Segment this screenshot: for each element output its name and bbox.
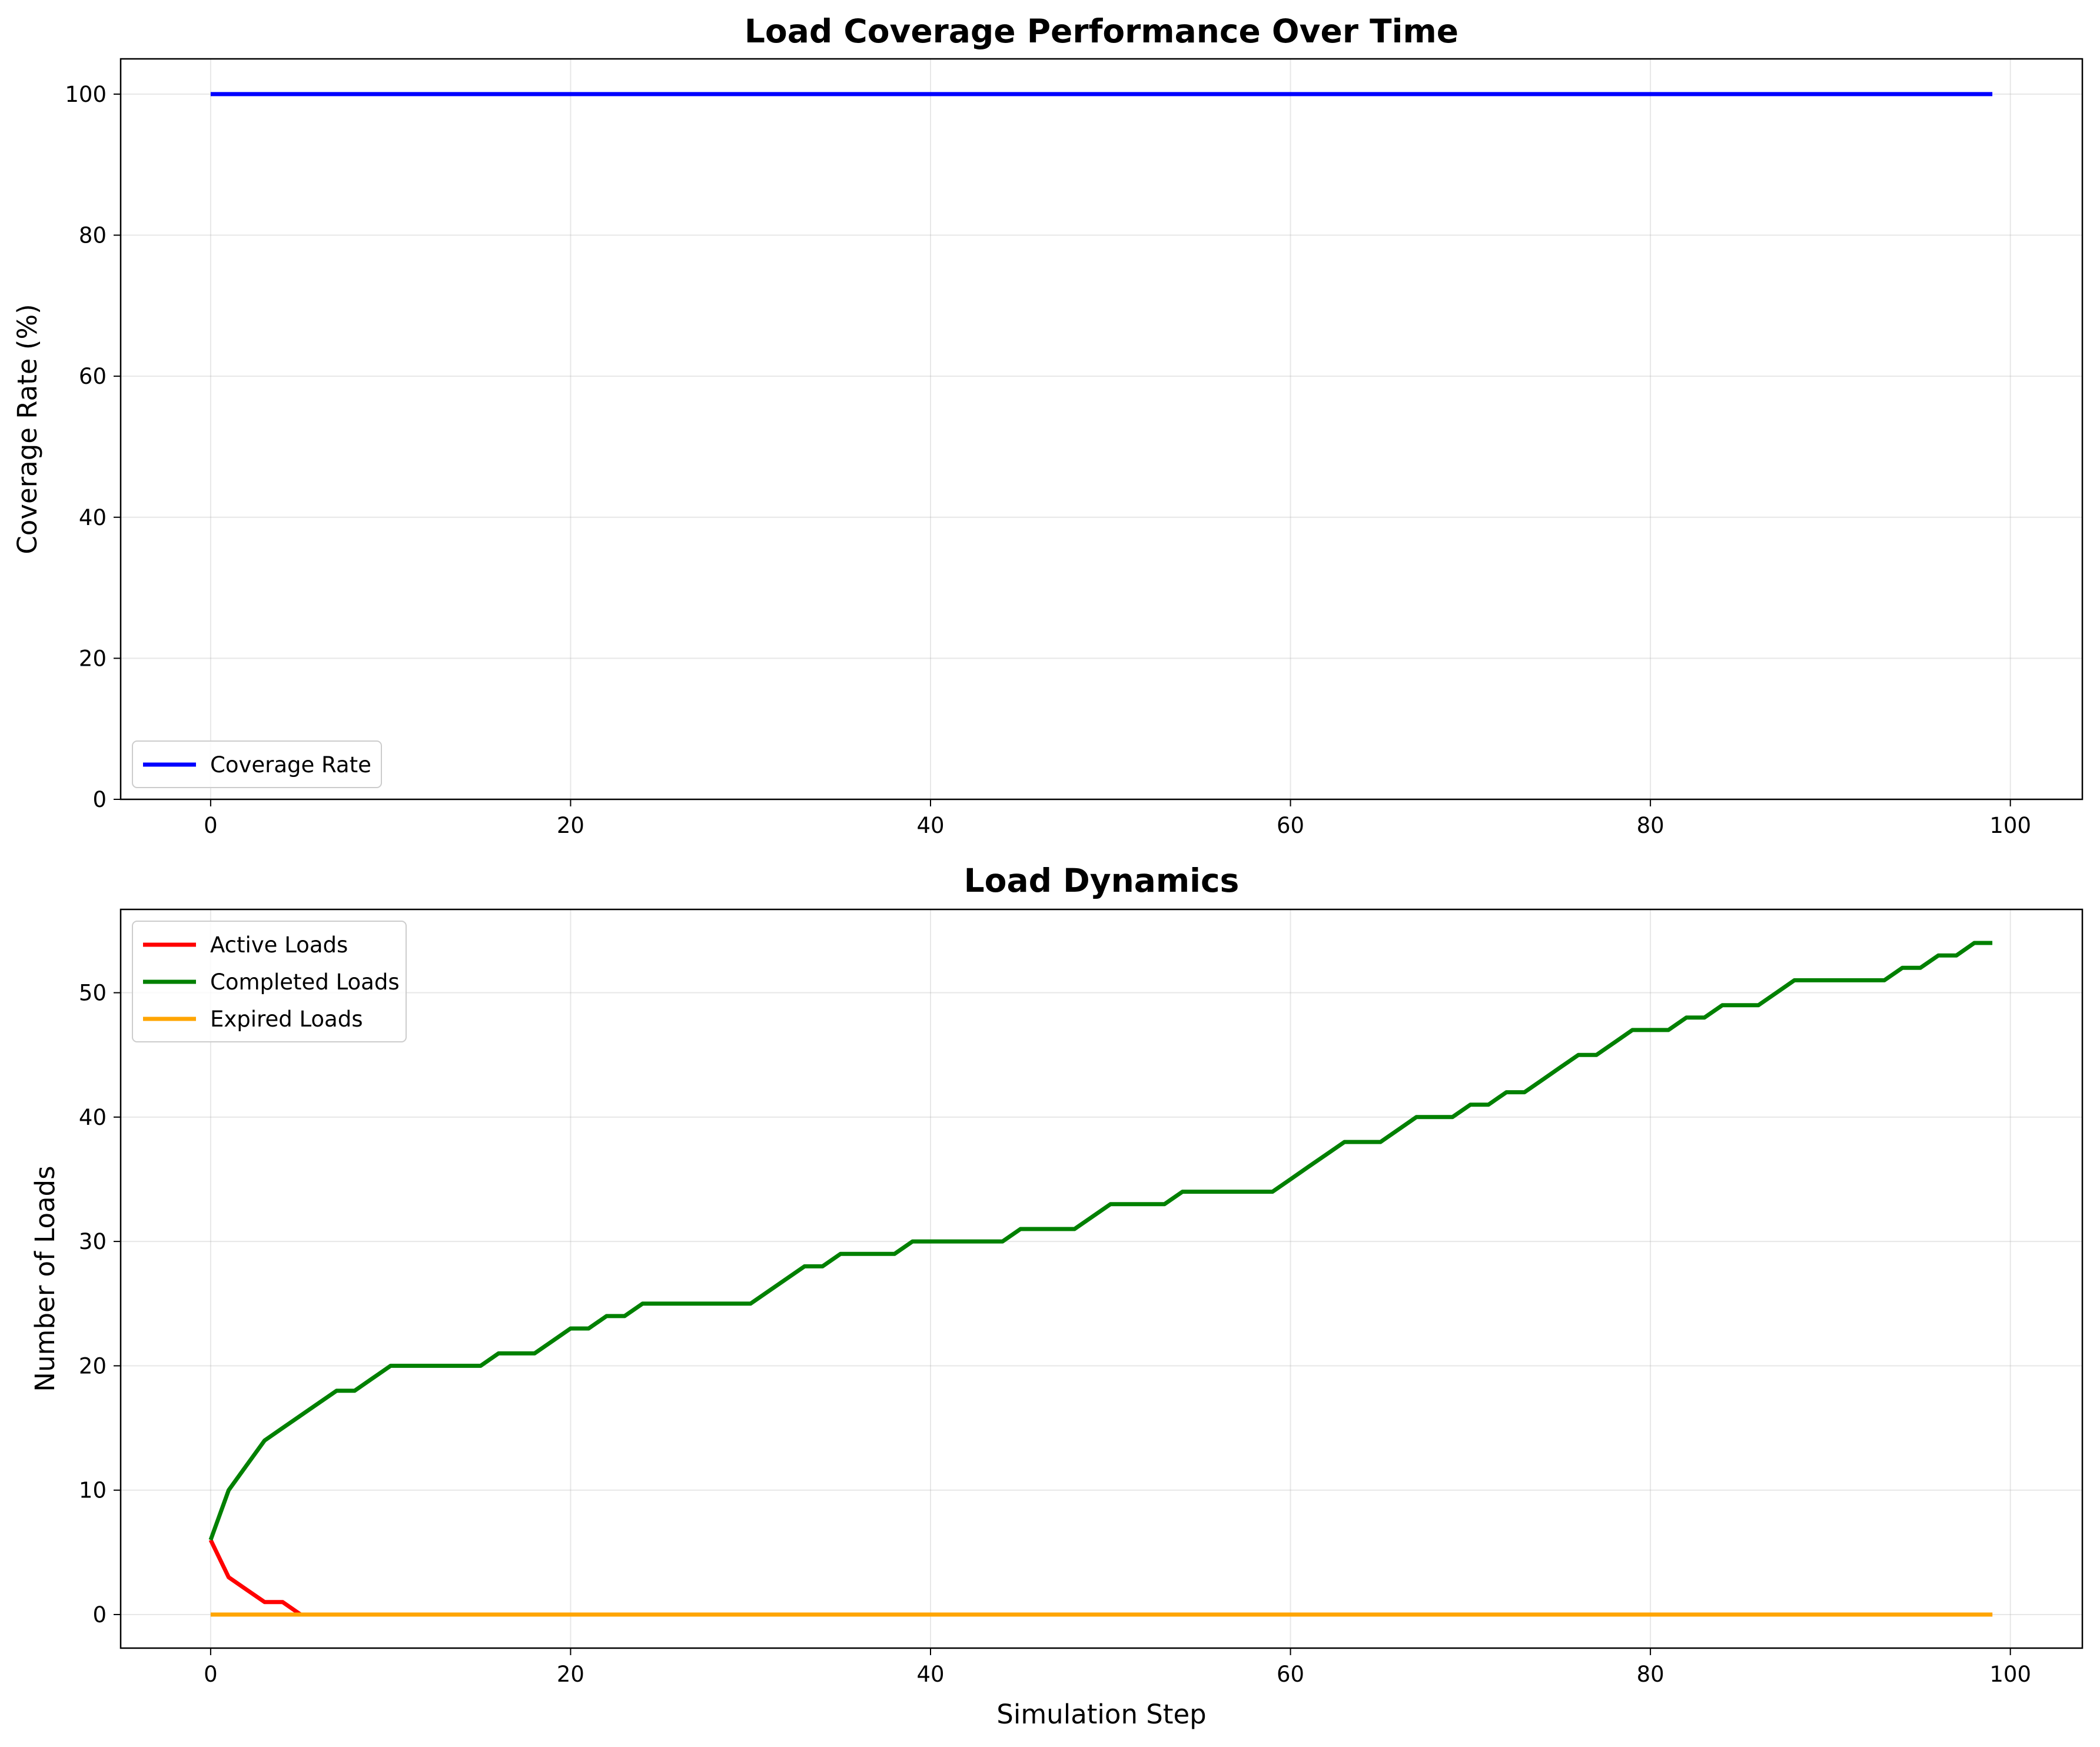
axes-frame [119, 908, 2084, 1649]
y-tick-label: 60 [79, 364, 107, 389]
ticks: 0 20 40 60 80 100 0 20 40 60 80 100 [65, 82, 2031, 838]
x-tick-label: 0 [204, 1662, 218, 1687]
legend-label: Active Loads [210, 932, 348, 958]
legend: Active Loads Completed Loads Expired Loads [132, 921, 407, 1042]
x-tick-label: 40 [916, 813, 944, 838]
chart-coverage: 0 20 40 60 80 100 0 20 40 60 80 100 Load Coverage P… [12, 12, 2084, 838]
x-tick-label: 0 [204, 813, 218, 838]
y-tick-label: 50 [79, 981, 107, 1006]
x-tick-label: 20 [557, 1662, 584, 1687]
y-tick-label: 80 [79, 223, 107, 248]
chart-title: Load Dynamics [964, 862, 1240, 899]
y-tick-label: 40 [79, 1105, 107, 1130]
axes-frame [119, 58, 2084, 801]
legend-label: Expired Loads [210, 1007, 363, 1032]
y-tick-label: 0 [92, 1602, 107, 1628]
legend: Coverage Rate [132, 740, 382, 788]
y-tick-label: 20 [79, 1353, 107, 1379]
y-axis-label: Coverage Rate (%) [12, 304, 43, 554]
x-tick-label: 100 [1989, 1662, 2031, 1687]
plot-lines [208, 941, 1993, 1617]
legend-box [132, 740, 382, 788]
x-tick-label: 100 [1989, 813, 2031, 838]
legend-box [132, 921, 407, 1042]
y-tick-label: 20 [79, 646, 107, 671]
x-axis-label: Simulation Step [996, 1699, 1206, 1730]
y-tick-label: 40 [79, 505, 107, 530]
x-tick-label: 80 [1637, 813, 1664, 838]
x-tick-label: 20 [557, 813, 584, 838]
chart-load-dynamics: 0 20 40 60 80 100 0 10 20 30 40 50 Load Dynamics Si… [29, 862, 2084, 1730]
chart-title: Load Coverage Performance Over Time [745, 12, 1458, 50]
series-line-completed-loads [208, 941, 1993, 1541]
y-axis-label: Number of Loads [29, 1165, 61, 1391]
y-tick-label: 0 [92, 787, 107, 812]
legend-label: Completed Loads [210, 969, 400, 995]
legend-label: Coverage Rate [210, 752, 371, 778]
x-tick-label: 80 [1637, 1662, 1664, 1687]
x-tick-label: 60 [1277, 1662, 1304, 1687]
y-tick-label: 30 [79, 1229, 107, 1254]
x-tick-label: 60 [1277, 813, 1304, 838]
y-tick-label: 10 [79, 1478, 107, 1503]
x-tick-label: 40 [916, 1662, 944, 1687]
y-tick-label: 100 [65, 82, 107, 107]
ticks: 0 20 40 60 80 100 0 10 20 30 40 50 [79, 981, 2031, 1687]
